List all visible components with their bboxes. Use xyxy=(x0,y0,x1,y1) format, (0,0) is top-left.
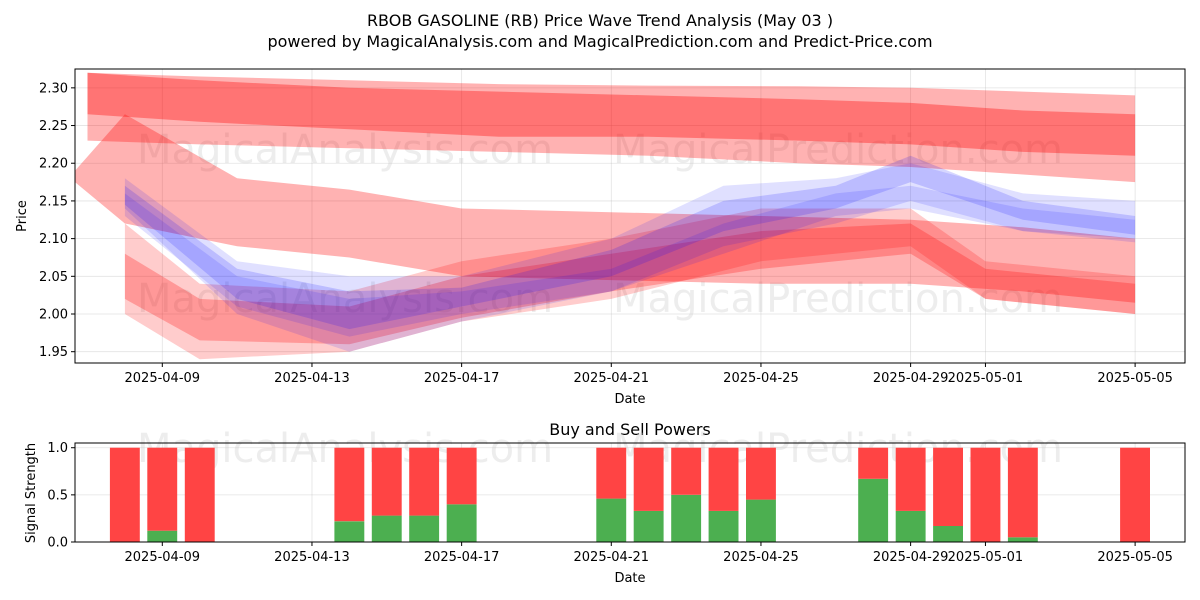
sell-power-bar xyxy=(708,447,739,511)
sell-power-bar xyxy=(933,447,963,526)
watermark-analysis-top: MagicalAnalysis.com xyxy=(137,127,553,173)
sell-power-bar xyxy=(409,447,440,516)
signal-x-tick-label: 2025-04-13 xyxy=(274,550,350,565)
sell-power-bar xyxy=(746,447,776,500)
buy-wave-band-5 xyxy=(124,163,1136,352)
buy-power-bar xyxy=(933,526,963,542)
buy-power-bar xyxy=(671,494,702,542)
signal-chart-title: Buy and Sell Powers xyxy=(549,420,711,439)
sell-wave-band-4 xyxy=(124,208,1136,360)
sell-power-bar xyxy=(446,447,477,505)
sell-power-bar xyxy=(596,447,627,499)
price-wave-bands xyxy=(75,72,1136,360)
price-x-tick-label: 2025-05-01 xyxy=(948,371,1024,386)
price-y-tick-label: 2.30 xyxy=(39,81,68,96)
price-x-tick-label: 2025-04-29 xyxy=(873,371,949,386)
signal-y-tick-label: 0.5 xyxy=(47,488,68,503)
sell-power-bar xyxy=(671,447,702,495)
buy-power-bar xyxy=(446,504,477,542)
buy-power-bar xyxy=(596,498,627,542)
buy-wave-band-7 xyxy=(124,185,1136,337)
sell-power-bar xyxy=(633,447,664,511)
buy-power-bar xyxy=(708,510,739,542)
signal-x-tick-label: 2025-04-25 xyxy=(723,550,799,565)
price-x-tick-label: 2025-04-21 xyxy=(574,371,650,386)
price-y-tick-label: 2.10 xyxy=(39,232,68,247)
sell-wave-band-2 xyxy=(75,114,1136,303)
sell-power-bar xyxy=(184,447,215,542)
buy-power-bar xyxy=(895,510,926,542)
watermark-prediction-mid: MagicalPrediction.com xyxy=(613,276,1063,322)
price-x-tick-label: 2025-04-25 xyxy=(723,371,799,386)
price-y-tick-label: 1.95 xyxy=(39,345,68,360)
buy-power-bar xyxy=(858,478,889,542)
price-x-tick-label: 2025-04-17 xyxy=(424,371,500,386)
sell-power-bar xyxy=(858,447,889,479)
sell-wave-band-0 xyxy=(87,72,1136,183)
price-y-tick-label: 2.05 xyxy=(39,270,68,285)
price-y-ticks: 1.95 2.00 2.05 2.10 2.15 2.20 2.25 2.30 xyxy=(39,81,75,360)
signal-x-tick-label: 2025-04-09 xyxy=(125,550,201,565)
price-chart: MagicalAnalysis.com MagicalPrediction.co… xyxy=(15,68,1186,407)
buy-power-bar xyxy=(371,515,402,542)
price-grid xyxy=(75,69,1185,363)
signal-bars xyxy=(109,447,1150,542)
watermark-analysis-mid: MagicalAnalysis.com xyxy=(137,276,553,322)
sell-wave-band-3 xyxy=(124,223,1136,345)
signal-chart: Buy and Sell Powers MagicalAnalysis.com … xyxy=(24,420,1186,586)
signal-x-tick-label: 2025-04-29 xyxy=(873,550,949,565)
price-plot-area xyxy=(75,69,1185,363)
signal-x-axis-label: Date xyxy=(614,571,645,586)
signal-y-tick-label: 0.0 xyxy=(47,536,68,551)
price-y-tick-label: 2.25 xyxy=(39,119,68,134)
buy-power-bar xyxy=(746,499,776,542)
signal-x-tick-label: 2025-05-01 xyxy=(948,550,1024,565)
price-x-tick-label: 2025-04-09 xyxy=(125,371,201,386)
sell-power-bar xyxy=(895,447,926,511)
price-x-tick-label: 2025-04-13 xyxy=(274,371,350,386)
watermark-prediction-top: MagicalPrediction.com xyxy=(613,127,1063,173)
signal-x-tick-label: 2025-04-21 xyxy=(574,550,650,565)
buy-wave-band-6 xyxy=(124,155,1136,330)
buy-power-bar xyxy=(334,521,365,542)
buy-power-bar xyxy=(147,530,178,542)
price-y-axis-label: Price xyxy=(15,200,30,232)
sell-power-bar xyxy=(970,447,1001,542)
price-plot-frame xyxy=(74,68,1186,364)
figure-subtitle: powered by MagicalAnalysis.com and Magic… xyxy=(267,32,932,51)
signal-plot-frame xyxy=(74,442,1186,543)
sell-wave-band-1 xyxy=(87,72,1136,156)
price-y-tick-label: 2.15 xyxy=(39,194,68,209)
signal-x-tick-label: 2025-04-17 xyxy=(424,550,500,565)
signal-y-axis-label: Signal Strength xyxy=(24,443,39,543)
price-y-tick-label: 2.00 xyxy=(39,308,68,323)
signal-x-tick-label: 2025-05-05 xyxy=(1097,550,1173,565)
buy-power-bar xyxy=(1007,537,1038,542)
price-y-tick-label: 2.20 xyxy=(39,157,68,172)
sell-power-bar xyxy=(147,447,178,531)
buy-power-bar xyxy=(633,510,664,542)
sell-power-bar xyxy=(109,447,140,542)
sell-power-bar xyxy=(1007,447,1038,538)
signal-y-tick-label: 1.0 xyxy=(47,441,68,456)
price-x-tick-label: 2025-05-05 xyxy=(1097,371,1173,386)
price-x-axis-label: Date xyxy=(614,392,645,407)
sell-power-bar xyxy=(371,447,402,516)
figure-title: RBOB GASOLINE (RB) Price Wave Trend Anal… xyxy=(367,11,833,30)
buy-power-bar xyxy=(409,515,440,542)
sell-power-bar xyxy=(334,447,365,522)
signal-y-ticks: 0.0 0.5 1.0 xyxy=(47,441,75,551)
price-x-ticks: 2025-04-09 2025-04-13 2025-04-17 2025-04-21… xyxy=(125,363,1173,386)
sell-power-bar xyxy=(1120,447,1150,542)
signal-x-ticks: 2025-04-09 2025-04-13 2025-04-17 2025-04-21… xyxy=(125,542,1173,565)
